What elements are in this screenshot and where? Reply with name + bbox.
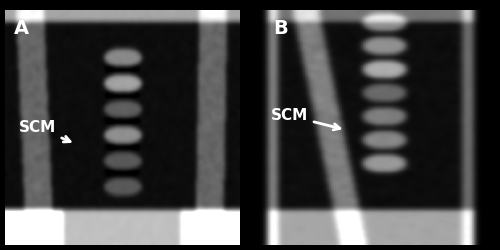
Text: SCM: SCM [19, 120, 70, 142]
Text: A: A [14, 20, 30, 38]
Text: SCM: SCM [271, 108, 340, 130]
Text: B: B [274, 20, 288, 38]
